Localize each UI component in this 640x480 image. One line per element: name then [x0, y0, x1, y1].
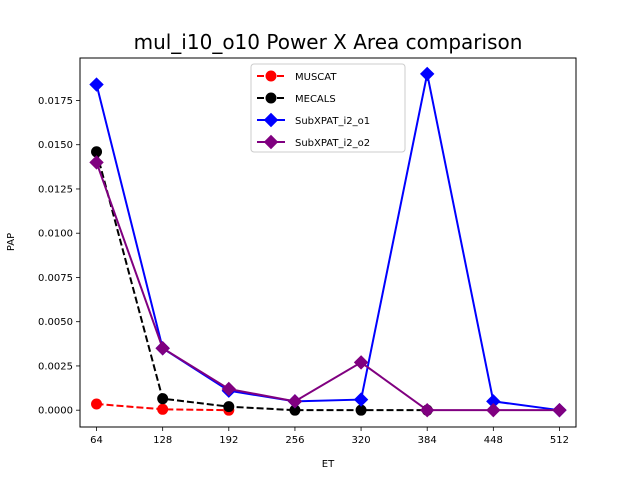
legend-box: [250, 63, 406, 153]
legend-marker: [263, 112, 279, 128]
x-tick-label: 64: [90, 435, 103, 446]
x-tick-label: 128: [153, 435, 172, 446]
legend-entry: MECALS: [257, 92, 336, 105]
data-point: [89, 155, 104, 170]
y-axis: 0.0000 0.0025 0.0050 0.0075 0.0100 0.0125 0.01…: [38, 96, 80, 417]
data-point: [157, 393, 169, 405]
x-tick-label: 448: [484, 435, 503, 446]
legend-marker: [265, 70, 277, 82]
series-layer: [89, 66, 567, 418]
y-tick-label: 0.0000: [38, 406, 73, 417]
legend-label: MECALS: [295, 94, 336, 105]
y-tick-label: 0.0100: [38, 229, 73, 240]
data-point: [552, 402, 567, 418]
data-point: [221, 381, 237, 397]
data-point: [155, 341, 170, 356]
y-tick-label: 0.0075: [38, 273, 73, 284]
legend-entry: SubXPAT_i2_o1: [257, 112, 370, 128]
data-point: [419, 66, 435, 82]
x-axis: 64 128 192 256 320 384 448 512: [90, 427, 569, 446]
data-point: [287, 394, 303, 409]
legend-marker: [265, 92, 277, 104]
x-axis-label: ET: [322, 459, 335, 470]
legend-label: SubXPAT_i2_o1: [295, 116, 370, 127]
y-tick-label: 0.0175: [38, 96, 73, 107]
x-tick-label: 512: [550, 435, 569, 446]
series-line: [95, 162, 560, 412]
y-axis-label: PAP: [6, 233, 17, 251]
x-tick-label: 320: [352, 435, 371, 446]
data-point: [353, 355, 369, 370]
data-point: [89, 77, 104, 92]
chart-title: mul_i10_o10 Power X Area comparison: [134, 30, 523, 54]
series-mecals: [91, 146, 433, 416]
legend-entry: MUSCAT: [257, 70, 337, 83]
data-point: [419, 402, 435, 418]
data-point: [157, 403, 169, 415]
x-tick-label: 384: [418, 435, 437, 446]
data-point: [486, 402, 501, 418]
y-tick-label: 0.0150: [38, 140, 73, 151]
x-tick-label: 256: [285, 435, 304, 446]
x-tick-label: 192: [219, 435, 238, 446]
series-line: [95, 151, 428, 412]
data-point: [223, 401, 235, 413]
legend-label: SubXPAT_i2_o2: [295, 138, 370, 149]
plot-frame: [79, 57, 577, 428]
y-tick-label: 0.0050: [38, 317, 73, 328]
legend-marker: [263, 134, 279, 150]
legend-label: MUSCAT: [295, 72, 337, 83]
legend: MUSCAT MECALS SubXPAT_i2_o1 SubXPAT_i2_o2: [250, 63, 406, 153]
y-tick-label: 0.0125: [38, 184, 73, 195]
data-point: [91, 398, 103, 410]
y-tick-label: 0.0025: [38, 361, 73, 372]
legend-entry: SubXPAT_i2_o2: [257, 134, 370, 150]
data-point: [353, 392, 369, 407]
series-subxpat-i2-o2: [89, 155, 567, 418]
